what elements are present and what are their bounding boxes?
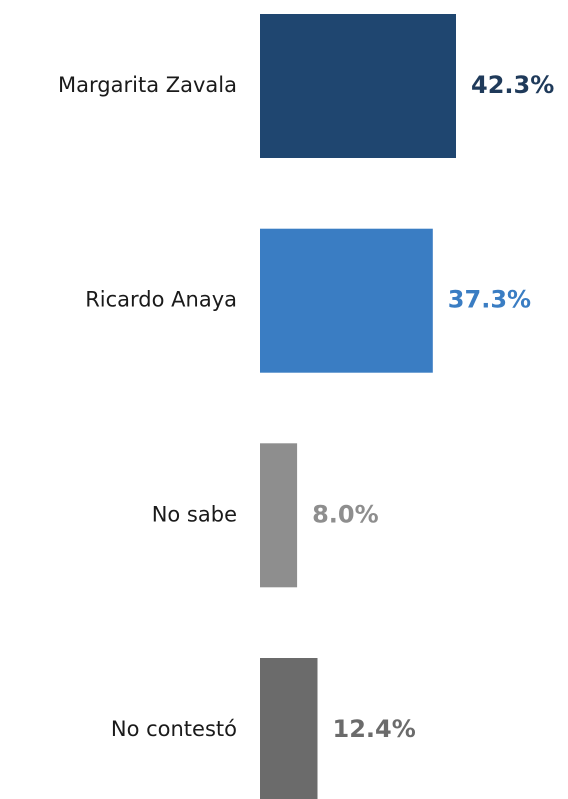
value-label-margarita-zavala: 42.3% bbox=[471, 71, 554, 99]
bars-layer bbox=[260, 14, 456, 799]
category-label-no-sabe: No sabe bbox=[152, 502, 237, 526]
bar-ricardo-anaya bbox=[260, 228, 433, 373]
value-labels: 42.3% 37.3% 8.0% 12.4% bbox=[312, 71, 554, 743]
value-label-no-sabe: 8.0% bbox=[312, 500, 379, 528]
category-label-ricardo-anaya: Ricardo Anaya bbox=[85, 288, 237, 312]
category-label-margarita-zavala: Margarita Zavala bbox=[58, 73, 237, 97]
bar-no-contesto bbox=[260, 658, 318, 799]
category-label-no-contesto: No contestó bbox=[111, 717, 237, 741]
value-label-ricardo-anaya: 37.3% bbox=[448, 286, 531, 314]
bar-no-sabe bbox=[260, 443, 298, 588]
value-label-no-contesto: 12.4% bbox=[333, 715, 416, 743]
bar-margarita-zavala bbox=[260, 14, 456, 158]
category-labels: Margarita Zavala Ricardo Anaya No sabe No c… bbox=[58, 73, 237, 741]
